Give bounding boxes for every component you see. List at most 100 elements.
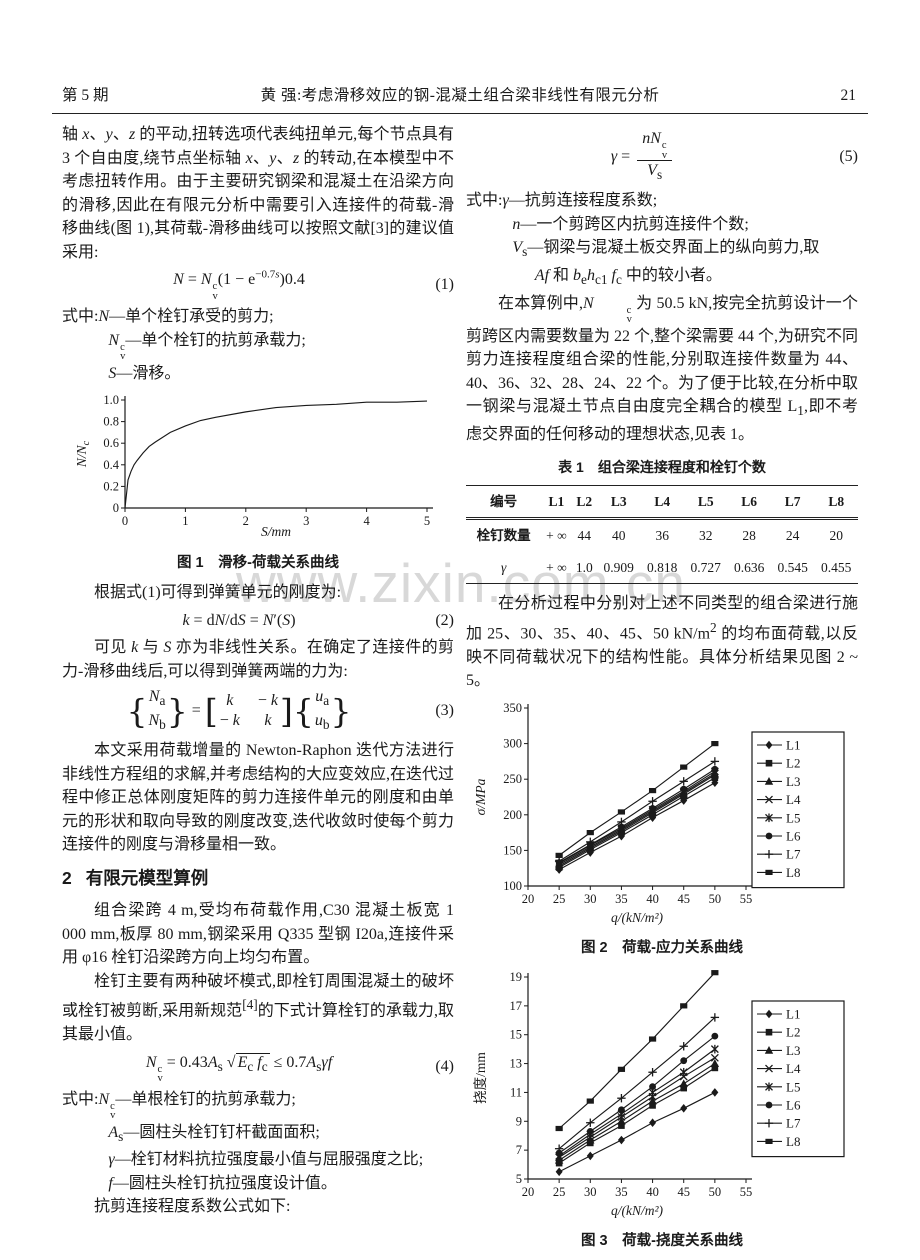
table1-cell: 40 (611, 528, 626, 544)
journal-issue: 第 5 期 (62, 87, 109, 104)
legend-label: L6 (786, 1097, 801, 1112)
where-line: Vs—钢梁与混凝土板交界面上的纵向剪力,取 (512, 239, 820, 260)
table1-cell: 1.0 (575, 559, 593, 575)
figure-3-caption: 图 3 荷载-挠度关系曲线 (581, 1233, 743, 1250)
para-dof-slip: 轴 x、y、z 的平动,扭转选项代表纯扭单元,每个节点具有 3 个自由度,绕节点… (62, 126, 454, 261)
svg-text:2: 2 (243, 514, 249, 528)
table1-cell: 0.545 (777, 559, 808, 575)
legend-label: L2 (786, 1024, 800, 1039)
running-title: 黄 强:考虑滑移效应的钢-混凝土组合梁非线性有限元分析 (260, 87, 660, 104)
para-stud-failure: 栓钉主要有两种破坏模式,即栓钉周围混凝土的破坏或栓钉被剪断,采用新规范[4]的下… (62, 972, 454, 1044)
legend-label: L4 (786, 792, 801, 807)
svg-text:5: 5 (424, 514, 430, 528)
svg-text:40: 40 (646, 892, 659, 906)
table1-cell: L2 (571, 485, 597, 521)
figure-2-caption: 图 2 荷载-应力关系曲线 (581, 940, 743, 957)
table1-cell: L4 (640, 485, 684, 521)
para-shear-connection-intro: 抗剪连接程度系数公式如下: (94, 1198, 291, 1216)
svg-text:3: 3 (303, 514, 309, 528)
where-line: 式中:N c v —单根栓钉的抗剪承载力; (62, 1090, 296, 1122)
svg-text:35: 35 (615, 1185, 628, 1199)
table1-cell: 0.818 (647, 559, 678, 575)
table1-cell: L5 (683, 485, 728, 521)
svg-text:55: 55 (740, 892, 753, 906)
where-line: n—一个剪跨区内抗剪连接件个数; (512, 215, 749, 233)
svg-text:30: 30 (584, 1185, 597, 1199)
svg-text:20: 20 (522, 892, 535, 906)
svg-text:30: 30 (584, 892, 597, 906)
section-2-heading: 2 有限元模型算例 (62, 867, 454, 891)
legend-box (751, 730, 845, 888)
svg-text:350: 350 (503, 701, 522, 715)
svg-text:25: 25 (553, 1185, 566, 1199)
equation-3-body: {Na Nb} = [k − k − k k]{ua ub} (126, 688, 352, 733)
para-nonlinear-k: 可见 k 与 S 亦为非线性关系。在确定了连接件的剪力-滑移曲线后,可以得到弹簧… (62, 639, 454, 680)
svg-text:55: 55 (740, 1185, 753, 1199)
table1-cell: 32 (698, 528, 713, 544)
equation-2-body: k = dN/dS = N′(S) (182, 611, 296, 629)
svg-text:0: 0 (113, 501, 119, 515)
legend-label: L4 (786, 1061, 801, 1076)
equation-1-number: (1) (435, 275, 454, 293)
equation-3-number: (3) (435, 702, 454, 720)
legend-label: L3 (786, 773, 800, 788)
table1-cell: + ∞ (546, 528, 567, 544)
where-list-4: 式中:N c v —单根栓钉的抗剪承载力; As—圆柱头栓钉钉杆截面面积; γ—栓钉材… (62, 1088, 454, 1196)
equation-2-number: (2) (435, 611, 454, 629)
figure-2-chart: 20 25 30 35 40 45 50 55 100 150 200 250 300 350 q/(kN/… (473, 701, 845, 925)
svg-text:5: 5 (516, 1172, 522, 1186)
page-header: 第 5 期 黄 强:考虑滑移效应的钢-混凝土组合梁非线性有限元分析 21 (62, 84, 858, 106)
para-beam-setup: 组合梁跨 4 m,受均布荷载作用,C30 混凝土板宽 1 000 mm,板厚 8… (62, 902, 454, 967)
svg-text:45: 45 (677, 1185, 690, 1199)
svg-text:0.8: 0.8 (103, 415, 119, 429)
svg-text:250: 250 (503, 772, 522, 786)
table1-cell: 编号 (466, 485, 542, 521)
svg-text:100: 100 (503, 879, 522, 893)
svg-text:0.2: 0.2 (103, 479, 119, 493)
table1-cell: 36 (655, 528, 669, 544)
section-number: 2 (62, 867, 72, 888)
svg-text:19: 19 (510, 970, 523, 984)
svg-text:7: 7 (516, 1143, 522, 1157)
svg-text:25: 25 (553, 892, 566, 906)
table1-cell: L8 (814, 485, 858, 521)
where-line: As—圆柱头栓钉钉杆截面面积; (108, 1123, 320, 1144)
svg-text:300: 300 (503, 736, 522, 750)
equation-5-number: (5) (839, 148, 858, 166)
svg-text:0: 0 (122, 514, 128, 528)
where-line: 式中:N—单个栓钉承受的剪力; (62, 308, 274, 325)
section-title: 有限元模型算例 (85, 867, 209, 888)
svg-text:20: 20 (522, 1185, 535, 1199)
page-number: 21 (840, 87, 857, 104)
svg-text:4: 4 (363, 514, 370, 528)
svg-text:0.4: 0.4 (103, 458, 119, 472)
where-list-5: 式中:γ—抗剪连接程度系数; n—一个剪跨区内抗剪连接件个数; Vs—钢梁与混凝… (466, 189, 858, 291)
figure-1: 0 1 2 3 4 5 0 0.2 0.4 0.6 0.8 1.0 S/mm N/Nc (62, 390, 454, 550)
legend-label: L5 (786, 1079, 800, 1094)
table1-cell: + ∞ (546, 559, 567, 575)
svg-text:15: 15 (510, 1027, 523, 1041)
svg-text:150: 150 (503, 843, 522, 857)
header-rule (52, 113, 868, 114)
svg-text:挠度/mm: 挠度/mm (473, 1051, 488, 1103)
para-loading-cases: 在分析过程中分别对上述不同类型的组合梁进行施加 25、30、35、40、45、5… (466, 595, 858, 690)
table1-cell: L6 (727, 485, 771, 521)
svg-text:1: 1 (182, 514, 188, 528)
figure-3: 20 25 30 35 40 45 50 55 5 7 9 11 13 15 17 19 q/(kN/m²) 挠度… (466, 967, 858, 1229)
legend-label: L1 (786, 737, 800, 752)
equation-5: γ = nN c v Vs (5) (466, 129, 858, 185)
legend-label: L8 (786, 1133, 800, 1148)
svg-text:N/Nc: N/Nc (74, 440, 92, 468)
table1-cell: 0.636 (733, 559, 765, 575)
legend-label: L5 (786, 810, 800, 825)
figure-1-chart: 0 1 2 3 4 5 0 0.2 0.4 0.6 0.8 1.0 S/mm N/Nc (74, 393, 433, 539)
right-column: γ = nN c v Vs (5) 式中:γ—抗剪连接程度系数; n—一个剪跨区内抗剪… (466, 123, 858, 1260)
para-example-counts: 在本算例中,N c v 为 50.5 kN,按完全抗剪设计一个剪跨区内需要数量为 2… (466, 294, 859, 443)
svg-text:40: 40 (646, 1185, 659, 1199)
svg-text:200: 200 (503, 807, 522, 821)
